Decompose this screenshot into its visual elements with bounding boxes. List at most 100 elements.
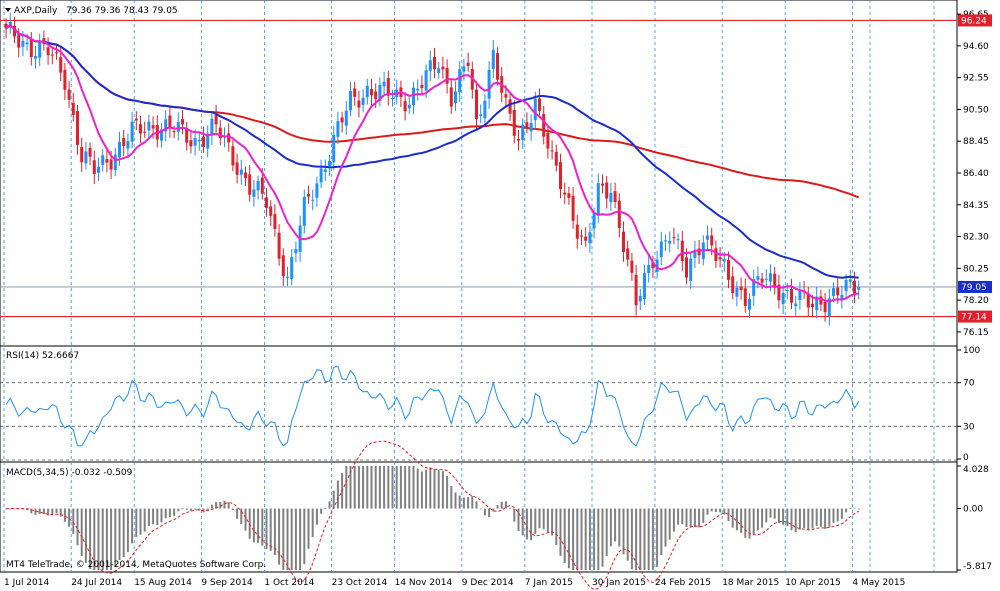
macd-bar (269, 508, 272, 551)
candle-body (672, 237, 676, 239)
macd-bar (189, 508, 192, 511)
time-tick-label: 9 Dec 2014 (462, 578, 514, 588)
candle-body (239, 169, 243, 175)
macd-bar (546, 508, 549, 532)
candle-body (475, 89, 478, 119)
macd-bar (210, 504, 213, 509)
candle-body (496, 53, 499, 80)
time-tick-label: 1 Jul 2014 (4, 578, 49, 588)
candle-body (202, 136, 205, 147)
candle-body (630, 260, 634, 273)
macd-bar (223, 500, 226, 509)
macd-bar (504, 501, 507, 509)
candle-body (281, 255, 285, 277)
candle-body (651, 262, 655, 269)
candle-body (370, 88, 373, 96)
macd-bar (97, 508, 100, 570)
rsi-path (5, 365, 860, 447)
price-tick-label: 90.50 (963, 105, 989, 115)
rsi-panel[interactable] (0, 345, 958, 463)
time-tick-label: 1 Oct 2014 (264, 578, 314, 588)
candle-body (416, 88, 420, 91)
macd-bar (454, 492, 457, 509)
candle-body (302, 196, 306, 226)
macd-bar (412, 466, 415, 509)
candle-body (307, 193, 310, 197)
macd-bar (824, 508, 827, 529)
macd-bar (857, 508, 860, 510)
macd-bar (853, 507, 856, 509)
candle-body (487, 69, 491, 99)
macd-bar (84, 508, 87, 563)
macd-bar (794, 508, 797, 533)
candle-body (189, 140, 193, 147)
macd-tick-label: -5.817 (963, 562, 992, 572)
macd-bar (395, 466, 398, 509)
macd-bar (748, 508, 751, 539)
macd-bar (622, 508, 625, 555)
candle-body (244, 172, 247, 179)
candle-body (483, 100, 487, 119)
candle-body (151, 125, 155, 129)
macd-bar (530, 508, 533, 541)
candle-body (613, 191, 617, 202)
macd-bar (517, 508, 520, 531)
ma-50-line (5, 23, 859, 279)
macd-bar (786, 508, 789, 527)
macd-bar (744, 508, 747, 538)
macd-bar (156, 508, 159, 526)
candle-body (88, 147, 92, 157)
candle-body (420, 84, 424, 89)
candle-body (559, 162, 562, 189)
candle-body (853, 280, 856, 294)
candle-body (34, 56, 37, 59)
macd-bar (408, 466, 411, 509)
dropdown-triangle-icon[interactable] (5, 8, 11, 12)
macd-bar (597, 508, 600, 570)
candle-body (290, 257, 294, 280)
time-tick-label: 15 Aug 2014 (134, 578, 192, 588)
macd-bar (462, 497, 465, 509)
macd-bar (13, 508, 16, 510)
candle-body (164, 119, 168, 132)
macd-bar (131, 508, 134, 544)
macd-bar (76, 508, 79, 546)
macd-bar (756, 508, 759, 531)
candle-body (59, 57, 63, 73)
candle-body (4, 23, 8, 29)
macd-bar (601, 508, 604, 567)
time-tick-label: 9 Sep 2014 (201, 578, 253, 588)
rsi-tick-label: 100 (963, 346, 980, 356)
candle-body (806, 294, 810, 308)
candle-body (265, 197, 268, 208)
macd-bar (500, 501, 503, 509)
candle-body (525, 122, 529, 128)
macd-bar (80, 508, 83, 557)
candle-body (76, 111, 79, 145)
macd-panel[interactable] (0, 461, 958, 573)
macd-bar (769, 508, 772, 518)
macd-bar (68, 508, 71, 527)
candle-body (785, 290, 789, 292)
candle-body (840, 294, 844, 299)
macd-bar (819, 508, 822, 527)
candle-body (134, 118, 138, 121)
macd-bar (118, 508, 121, 561)
macd-bar (240, 508, 243, 524)
candle-body (773, 273, 777, 288)
price-tick-label: 76.15 (963, 328, 989, 338)
level-price-tags: 96.24 79.05 77.14 (958, 14, 992, 323)
macd-bar (513, 508, 516, 522)
candle-body (344, 110, 348, 126)
candle-body (790, 288, 793, 303)
candle-body (252, 189, 256, 197)
candle-body (349, 91, 352, 111)
candle-body (542, 113, 546, 137)
price-panel[interactable] (0, 0, 958, 347)
macd-bar (404, 466, 407, 509)
candle-body (336, 121, 340, 137)
macd-bar (664, 508, 667, 547)
horizontal-level-lines (0, 19, 957, 318)
candle-body (361, 97, 365, 105)
